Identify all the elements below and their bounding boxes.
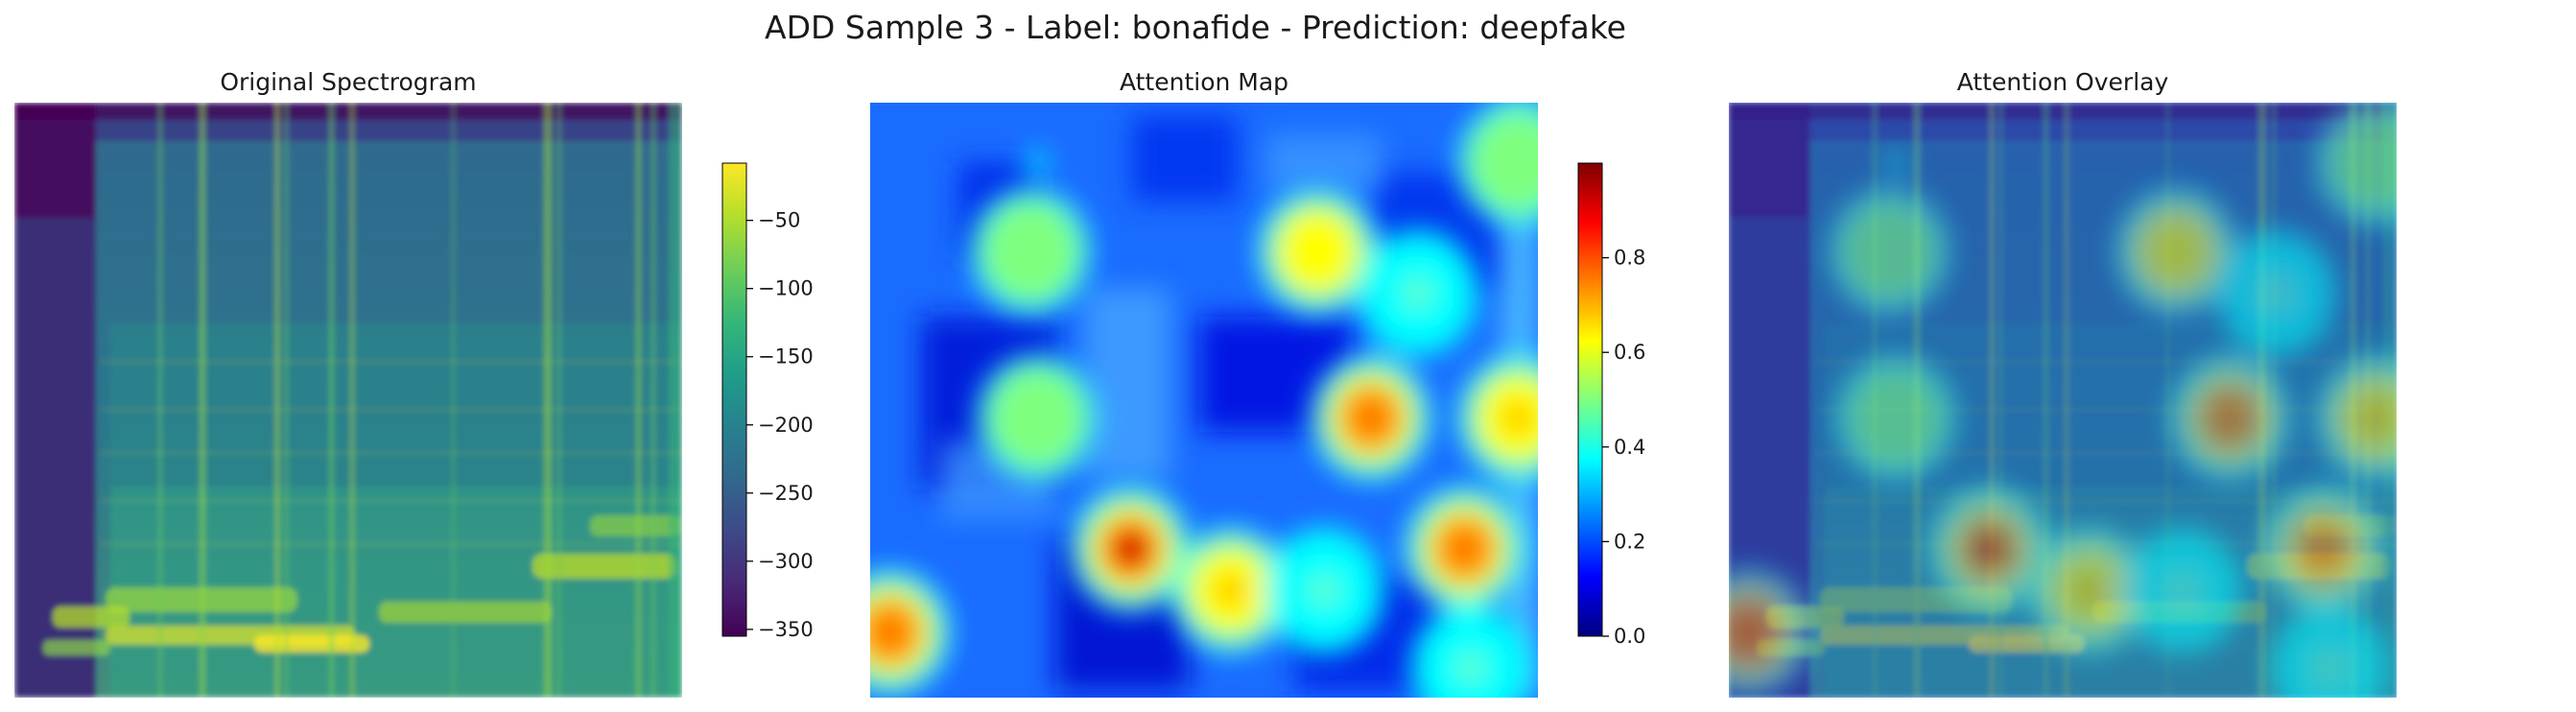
overlay-title: Attention Overlay [1957, 68, 2169, 96]
overlay-hotspot [2317, 103, 2397, 225]
attention-hotspot [1026, 151, 1049, 174]
overlay-hotspot [1836, 355, 1955, 481]
attention-hotspot [1358, 230, 1477, 356]
attention-colorbar-tick-label: 0.4 [1614, 436, 1645, 459]
figure-title: ADD Sample 3 - Label: bonafide - Predict… [765, 9, 1626, 46]
spectrogram-colorbar-tick-label: −150 [758, 345, 814, 368]
overlay-hotspot [2123, 528, 2243, 653]
spectrogram-image [14, 103, 682, 698]
spectrogram-colorbar-tick-label: −100 [758, 277, 814, 300]
attention-colorbar-tick-label: 0.0 [1614, 625, 1645, 648]
attention-hotspot [1258, 188, 1378, 315]
attention-colorbar-tick-label: 0.8 [1614, 247, 1645, 270]
overlay-hotspot [1830, 188, 1950, 315]
attention-colorbar-ticks: 0.8 0.6 0.4 0.2 0.0 [1602, 247, 1645, 648]
spectrogram-colorbar-tick-label: −50 [758, 209, 800, 232]
attention-hotspot [1264, 528, 1384, 653]
attention-colorbar [1577, 162, 1603, 637]
spectrogram-colorbar-tick-label: −300 [758, 550, 814, 573]
attention-hotspot [1411, 605, 1531, 698]
attention-colorbar-tick-label: 0.6 [1614, 341, 1645, 364]
overlay-hotspot [1929, 486, 2049, 612]
attention-hotspot [1071, 486, 1191, 612]
spectrogram-panel: Original Spectrogram −50 −100 −150 −200 −250… [14, 68, 814, 698]
overlay-panel: Attention Overlay [1729, 68, 2397, 698]
spectrogram-colorbar-tick-label: −350 [758, 618, 814, 641]
attention-hotspot [978, 355, 1097, 481]
attention-panel: Attention Map 0.8 0.6 0.4 0.2 [870, 68, 1645, 698]
spectrogram-colorbar-tick-label: −200 [758, 414, 814, 437]
spectrogram-colorbar [721, 162, 747, 637]
attention-hotspot [1312, 355, 1430, 481]
attention-hotspot [971, 188, 1091, 315]
attention-colorbar-tick-label: 0.2 [1614, 530, 1645, 553]
overlay-image [1729, 103, 2397, 698]
overlay-hotspot [2317, 355, 2397, 481]
overlay-hotspot [2116, 188, 2236, 315]
attention-hotspot [870, 569, 950, 695]
overlay-hotspot [2270, 605, 2390, 698]
attention-hotspot [1170, 528, 1290, 653]
overlay-hotspot [2029, 528, 2149, 653]
spectrogram-colorbar-tick-label: −250 [758, 482, 814, 505]
attention-hotspot [1458, 103, 1538, 225]
attention-image [870, 103, 1538, 698]
attention-hotspot [1458, 355, 1538, 481]
spectrogram-colorbar-ticks: −50 −100 −150 −200 −250 −300 −350 [746, 209, 814, 641]
overlay-hotspot [1884, 151, 1907, 174]
overlay-hotspot [2216, 230, 2336, 356]
attention-title: Attention Map [1120, 68, 1288, 96]
overlay-hotspot [2263, 486, 2383, 612]
overlay-hotspot [2170, 355, 2289, 481]
spectrogram-title: Original Spectrogram [220, 68, 476, 96]
overlay-hotspot [1729, 569, 1808, 695]
attention-hotspot [1405, 486, 1524, 612]
